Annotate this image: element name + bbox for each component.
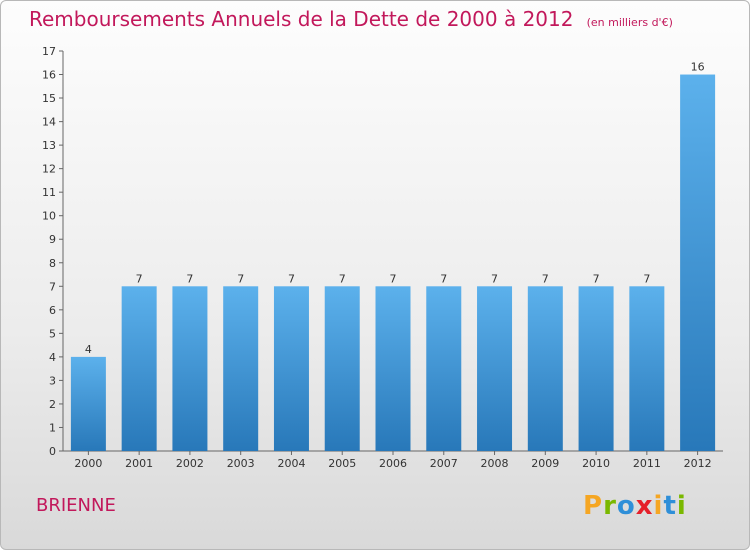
y-tick-label: 2 [49,398,56,411]
y-tick-label: 10 [42,210,56,223]
bar-value-label: 7 [440,272,447,285]
bar-value-label: 7 [186,272,193,285]
bar-value-label: 7 [542,272,549,285]
bar-value-label: 7 [136,272,143,285]
x-tick-label: 2006 [379,457,407,470]
y-tick-label: 7 [49,280,56,293]
bar [477,286,513,451]
bar-layer: 4 7 7 7 7 7 7 7 7 7 7 7 16 [70,61,716,451]
y-tick-label: 4 [49,351,56,364]
y-tick-label: 14 [42,116,56,129]
bar [629,286,665,451]
x-tick-label: 2012 [684,457,712,470]
bar [426,286,462,451]
bar-value-label: 7 [491,272,498,285]
y-tick-label: 1 [49,421,56,434]
bar-value-label: 7 [288,272,295,285]
x-tick-label: 2008 [481,457,509,470]
proxiti-logo[interactable]: Proxiti [583,491,687,521]
bar-value-label: 7 [339,272,346,285]
bar-value-label: 7 [390,272,397,285]
chart-title: Remboursements Annuels de la Dette de 20… [29,7,574,31]
bar-value-label: 7 [643,272,650,285]
y-tick-label: 12 [42,163,56,176]
bar [324,286,360,451]
x-tick-label: 2004 [277,457,305,470]
commune-name: BRIENNE [36,495,116,516]
y-tick-label: 15 [42,92,56,105]
logo-letter: o [616,491,636,521]
x-tick-label: 2000 [74,457,102,470]
bar [121,286,157,451]
x-tick-label: 2009 [531,457,559,470]
bar [375,286,411,451]
x-tick-label: 2005 [328,457,356,470]
y-tick-label: 8 [49,257,56,270]
y-tick-label: 16 [42,69,56,82]
x-tick-label: 2007 [430,457,458,470]
bar [273,286,309,451]
bar [70,356,106,451]
bar-value-label: 4 [85,343,92,356]
y-tick-label: 6 [49,304,56,317]
y-tick-label: 5 [49,327,56,340]
logo-letter: P [583,491,604,521]
bar [172,286,208,451]
logo-letter: i [676,491,687,521]
x-tick-label: 2003 [227,457,255,470]
bar [527,286,563,451]
y-tick-label: 0 [49,445,56,458]
y-tick-label: 11 [42,186,56,199]
bar [223,286,259,451]
bar-value-label: 7 [593,272,600,285]
title-row: Remboursements Annuels de la Dette de 20… [29,7,673,31]
logo-letter: t [663,491,677,521]
y-tick-label: 9 [49,233,56,246]
logo-letter: x [635,491,654,521]
bar-value-label: 7 [237,272,244,285]
bar [680,74,716,451]
logo-letter: i [653,491,664,521]
y-tick-label: 13 [42,139,56,152]
chart-subtitle: (en milliers d'€) [586,16,673,29]
x-tick-label: 2011 [633,457,661,470]
y-tick-label: 17 [42,45,56,58]
bar-value-label: 16 [691,61,705,74]
bar [578,286,614,451]
x-tick-label: 2002 [176,457,204,470]
x-tick-label: 2001 [125,457,153,470]
y-tick-label: 3 [49,374,56,387]
logo-letter: r [603,491,617,521]
x-tick-label: 2010 [582,457,610,470]
